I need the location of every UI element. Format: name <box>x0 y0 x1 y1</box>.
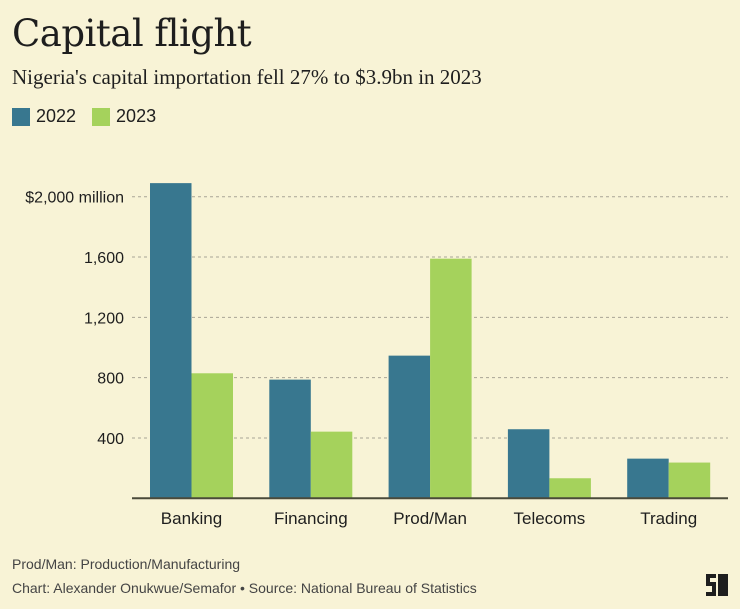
footnote: Prod/Man: Production/Manufacturing <box>12 556 241 572</box>
bar-2022-financing <box>269 379 311 499</box>
legend-item-2022: 2022 <box>12 106 76 127</box>
bar-2023-trading <box>668 462 711 499</box>
bar-2023-banking <box>191 373 233 499</box>
bar-2023-financing <box>310 431 353 499</box>
x-tick-label: Telecoms <box>513 509 585 528</box>
bar-2022-banking <box>150 183 192 499</box>
x-tick-label: Trading <box>640 509 697 528</box>
y-tick-label: $2,000 million <box>25 190 124 207</box>
x-tick-label: Prod/Man <box>393 509 467 528</box>
y-tick-label: 1,200 <box>84 310 124 327</box>
y-tick-label: 1,600 <box>84 250 124 267</box>
bar-2023-prodman <box>430 258 472 499</box>
chart-title: Capital flight <box>12 12 252 55</box>
legend: 2022 2023 <box>12 106 156 127</box>
x-tick-label: Banking <box>161 509 222 528</box>
legend-swatch-2023 <box>92 107 111 126</box>
chart-subtitle: Nigeria's capital importation fell 27% t… <box>12 65 482 89</box>
y-tick-label: 400 <box>97 431 124 448</box>
x-tick-label: Financing <box>274 509 348 528</box>
bar-2022-prodman <box>388 355 431 499</box>
legend-swatch-2022 <box>12 107 30 126</box>
credit: Chart: Alexander Onukwue/Semafor • Sourc… <box>12 580 477 596</box>
legend-label: 2022 <box>36 106 77 126</box>
bar-2023-telecoms <box>549 478 591 499</box>
legend-item-2023: 2023 <box>92 106 156 127</box>
bar-2022-trading <box>627 458 669 499</box>
legend-label: 2023 <box>116 106 157 126</box>
y-tick-label: 800 <box>97 371 124 388</box>
bar-2022-telecoms <box>507 429 550 499</box>
